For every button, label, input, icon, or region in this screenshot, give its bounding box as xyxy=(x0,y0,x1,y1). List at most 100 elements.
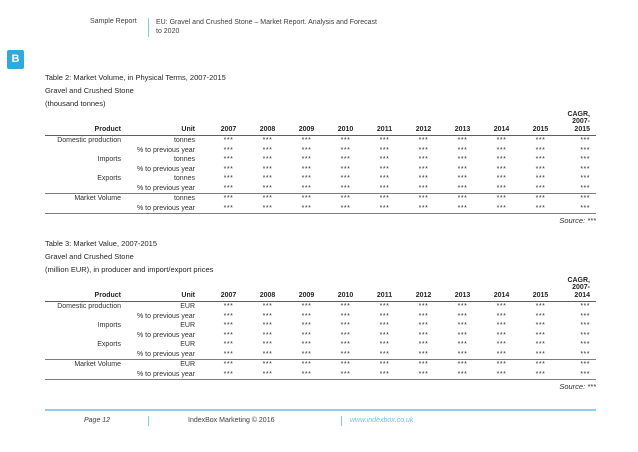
value-cell: *** xyxy=(287,193,326,204)
value-cell: *** xyxy=(418,165,429,173)
value-cell: *** xyxy=(418,303,429,311)
value-cell: *** xyxy=(379,146,390,154)
value-cell: *** xyxy=(496,175,507,183)
value-cell: *** xyxy=(301,331,312,339)
website-link[interactable]: www.indexbox.co.uk xyxy=(350,417,414,424)
value-cell: *** xyxy=(496,165,507,173)
table-row: Imports EUR *** *** *** *** *** *** *** *** *** *** xyxy=(45,321,596,331)
value-cell: *** xyxy=(340,331,351,339)
value-cell: *** xyxy=(223,146,234,154)
table-row: % to previous year *** *** *** *** *** *** *** *… xyxy=(45,370,596,380)
product-cell xyxy=(45,312,133,322)
value-cell: *** xyxy=(223,137,234,145)
value-cell: *** xyxy=(262,303,273,311)
table-row: Exports EUR *** *** *** *** *** *** *** *** *** *** xyxy=(45,340,596,350)
value-cell: *** xyxy=(223,175,234,183)
market-volume-section: Table 2: Market Volume, in Physical Term… xyxy=(45,71,596,225)
product-cell xyxy=(45,350,133,360)
value-cell: *** xyxy=(443,359,482,370)
value-cell: *** xyxy=(248,359,287,370)
page-footer: Page 12 IndexBox Marketing © 2016 www.in… xyxy=(45,409,596,429)
value-cell: *** xyxy=(326,359,365,370)
unit-cell: EUR xyxy=(180,341,195,349)
value-cell: *** xyxy=(496,370,507,378)
value-cell: *** xyxy=(379,322,390,330)
value-cell: *** xyxy=(496,331,507,339)
cagr-cell: *** xyxy=(580,204,590,212)
product-cell xyxy=(45,204,133,214)
value-cell: *** xyxy=(209,359,248,370)
market-volume-table: Product Unit 2007 2008 2009 2010 2011 2012 201… xyxy=(45,111,596,215)
value-cell: *** xyxy=(535,303,546,311)
cagr-cell: *** xyxy=(580,350,590,358)
value-cell: *** xyxy=(457,370,468,378)
value-cell: *** xyxy=(535,204,546,212)
product-cell: Market Volume xyxy=(45,193,133,204)
value-cell: *** xyxy=(535,331,546,339)
table-row: % to previous year *** *** *** *** *** *** *** *… xyxy=(45,146,596,156)
unit-cell: EUR xyxy=(180,322,195,330)
value-cell: *** xyxy=(340,303,351,311)
value-cell: *** xyxy=(379,165,390,173)
table-row: Market Volume EUR *** *** *** *** *** *** *** ***… xyxy=(45,359,596,370)
unit-cell: EUR xyxy=(133,359,209,370)
footer-divider xyxy=(148,416,149,426)
value-cell: *** xyxy=(262,146,273,154)
value-cell: *** xyxy=(418,312,429,320)
value-cell: *** xyxy=(457,312,468,320)
value-cell: *** xyxy=(496,156,507,164)
value-cell: *** xyxy=(457,165,468,173)
value-cell: *** xyxy=(379,341,390,349)
value-cell: *** xyxy=(418,137,429,145)
value-cell: *** xyxy=(301,312,312,320)
page-number: Page 12 xyxy=(84,417,111,424)
value-cell: *** xyxy=(496,204,507,212)
year-column-header: 2010 xyxy=(326,111,365,137)
table-header-row: Product Unit 2007 2008 2009 2010 2011 2012 201… xyxy=(45,111,596,137)
market-value-section: Table 3: Market Value, 2007-2015 Gravel … xyxy=(45,237,596,391)
table-row: % to previous year *** *** *** *** *** *** *** *… xyxy=(45,312,596,322)
product-cell xyxy=(45,146,133,156)
value-cell: *** xyxy=(535,350,546,358)
value-cell: *** xyxy=(223,312,234,320)
table-unit-note: (million EUR), in producer and import/ex… xyxy=(45,265,214,274)
unit-cell: % to previous year xyxy=(137,312,195,320)
value-cell: *** xyxy=(365,359,404,370)
year-column-header: 2010 xyxy=(326,277,365,303)
unit-cell: % to previous year xyxy=(137,204,195,212)
unit-cell: % to previous year xyxy=(137,331,195,339)
cagr-cell: *** xyxy=(580,303,590,311)
value-cell: *** xyxy=(457,156,468,164)
value-cell: *** xyxy=(340,175,351,183)
value-cell: *** xyxy=(379,331,390,339)
year-column-header: 2009 xyxy=(287,111,326,137)
value-cell: *** xyxy=(340,137,351,145)
value-cell: *** xyxy=(301,204,312,212)
unit-cell: tonnes xyxy=(173,156,195,164)
value-cell: *** xyxy=(535,312,546,320)
value-cell: *** xyxy=(340,165,351,173)
value-cell: *** xyxy=(301,184,312,192)
product-cell xyxy=(45,370,133,380)
value-cell: *** xyxy=(496,312,507,320)
value-cell: *** xyxy=(262,137,273,145)
table-row: % to previous year *** *** *** *** *** *** *** *… xyxy=(45,165,596,175)
value-cell: *** xyxy=(365,193,404,204)
value-cell: *** xyxy=(457,322,468,330)
value-cell: *** xyxy=(301,165,312,173)
value-cell: *** xyxy=(223,350,234,358)
cagr-column-header: CAGR, 2007- 2015 xyxy=(560,111,596,137)
year-column-header: 2008 xyxy=(248,277,287,303)
value-cell: *** xyxy=(379,184,390,192)
value-cell: *** xyxy=(418,331,429,339)
value-cell: *** xyxy=(223,165,234,173)
value-cell: *** xyxy=(418,146,429,154)
value-cell: *** xyxy=(496,184,507,192)
cagr-column-header: CAGR, 2007- 2014 xyxy=(560,277,596,303)
year-column-header: 2007 xyxy=(209,111,248,137)
value-cell: *** xyxy=(262,165,273,173)
cagr-cell: *** xyxy=(580,312,590,320)
table-title: Table 3: Market Value, 2007-2015 xyxy=(45,239,158,248)
source-note: Source: *** xyxy=(559,216,596,226)
